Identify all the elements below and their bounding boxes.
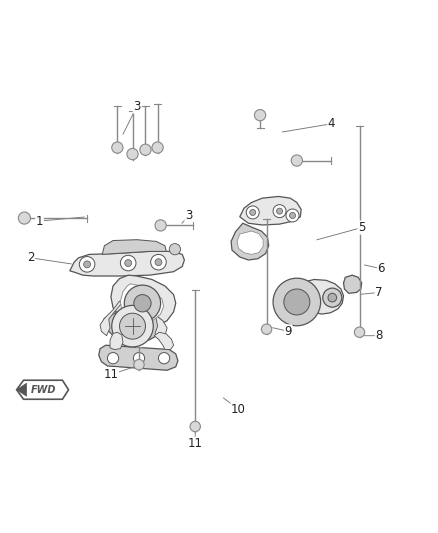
Polygon shape [237,231,263,254]
Circle shape [107,352,119,364]
Polygon shape [240,197,301,225]
Text: FWD: FWD [31,385,57,395]
Polygon shape [111,275,176,329]
Circle shape [246,206,259,219]
Polygon shape [70,252,184,276]
Polygon shape [154,332,173,350]
Polygon shape [120,284,164,322]
Polygon shape [154,314,167,339]
Circle shape [190,421,201,432]
Text: 5: 5 [358,221,365,234]
Circle shape [134,352,145,364]
Circle shape [124,285,161,321]
Text: 3: 3 [185,209,192,222]
Text: 8: 8 [375,329,383,342]
Circle shape [134,359,144,370]
Circle shape [134,295,151,312]
Circle shape [276,208,283,214]
Text: 3: 3 [133,100,141,113]
Circle shape [250,209,256,215]
Circle shape [261,324,272,334]
Circle shape [323,288,342,307]
Circle shape [125,260,132,266]
Text: 1: 1 [36,215,43,228]
Circle shape [354,327,365,337]
Polygon shape [304,279,343,314]
Text: 2: 2 [27,252,35,264]
Circle shape [151,254,166,270]
Polygon shape [103,310,163,342]
Polygon shape [99,345,178,370]
Circle shape [155,259,162,265]
Polygon shape [343,275,362,293]
Circle shape [127,149,138,160]
Circle shape [152,142,163,153]
Text: 9: 9 [284,325,292,338]
Circle shape [140,144,151,155]
Circle shape [273,278,321,326]
Circle shape [120,313,145,339]
Text: 6: 6 [378,262,385,275]
Circle shape [84,261,91,268]
Circle shape [159,352,170,364]
Polygon shape [110,332,123,350]
Polygon shape [102,240,166,254]
Circle shape [155,220,166,231]
Polygon shape [17,383,27,396]
Circle shape [169,244,180,255]
Circle shape [291,155,303,166]
Text: 11: 11 [188,437,203,450]
Circle shape [112,305,153,347]
Polygon shape [231,223,269,260]
Circle shape [284,289,310,315]
Circle shape [120,255,136,271]
Polygon shape [17,380,68,399]
Circle shape [18,212,31,224]
Circle shape [286,209,299,222]
Circle shape [273,205,286,217]
Circle shape [112,142,123,153]
Text: 10: 10 [231,403,246,416]
Circle shape [290,213,296,219]
Circle shape [254,109,266,121]
Text: 4: 4 [328,117,335,130]
Circle shape [79,256,95,272]
Circle shape [328,293,337,302]
Text: 7: 7 [375,286,383,299]
Polygon shape [100,301,122,336]
Text: 11: 11 [103,368,118,381]
